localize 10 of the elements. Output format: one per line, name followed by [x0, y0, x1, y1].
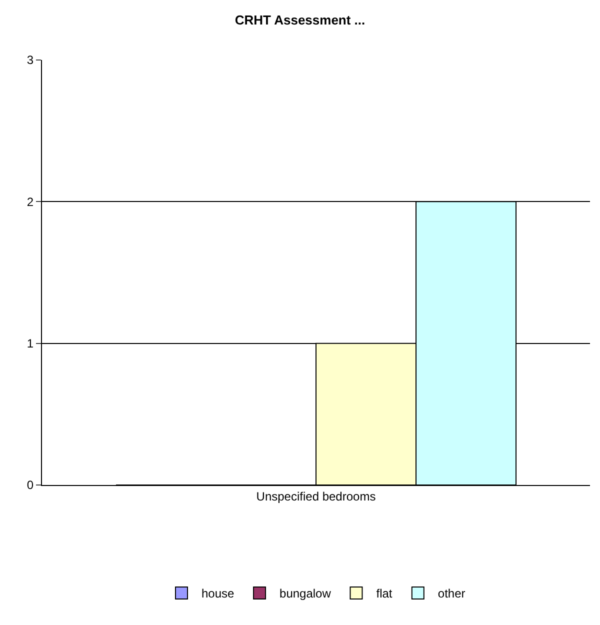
chart-title: CRHT Assessment ...: [234, 12, 366, 28]
x-tick-label: Unspecified bedrooms: [256, 489, 376, 504]
y-tick-label: 2: [26, 194, 34, 209]
legend-label: other: [438, 586, 466, 601]
y-tick-label: 3: [26, 53, 34, 68]
legend-label: bungalow: [280, 586, 332, 601]
y-tick-label: 1: [26, 336, 34, 351]
y-tick-label: 0: [26, 478, 34, 492]
legend-label: house: [202, 586, 235, 601]
legend-label: flat: [376, 586, 393, 601]
